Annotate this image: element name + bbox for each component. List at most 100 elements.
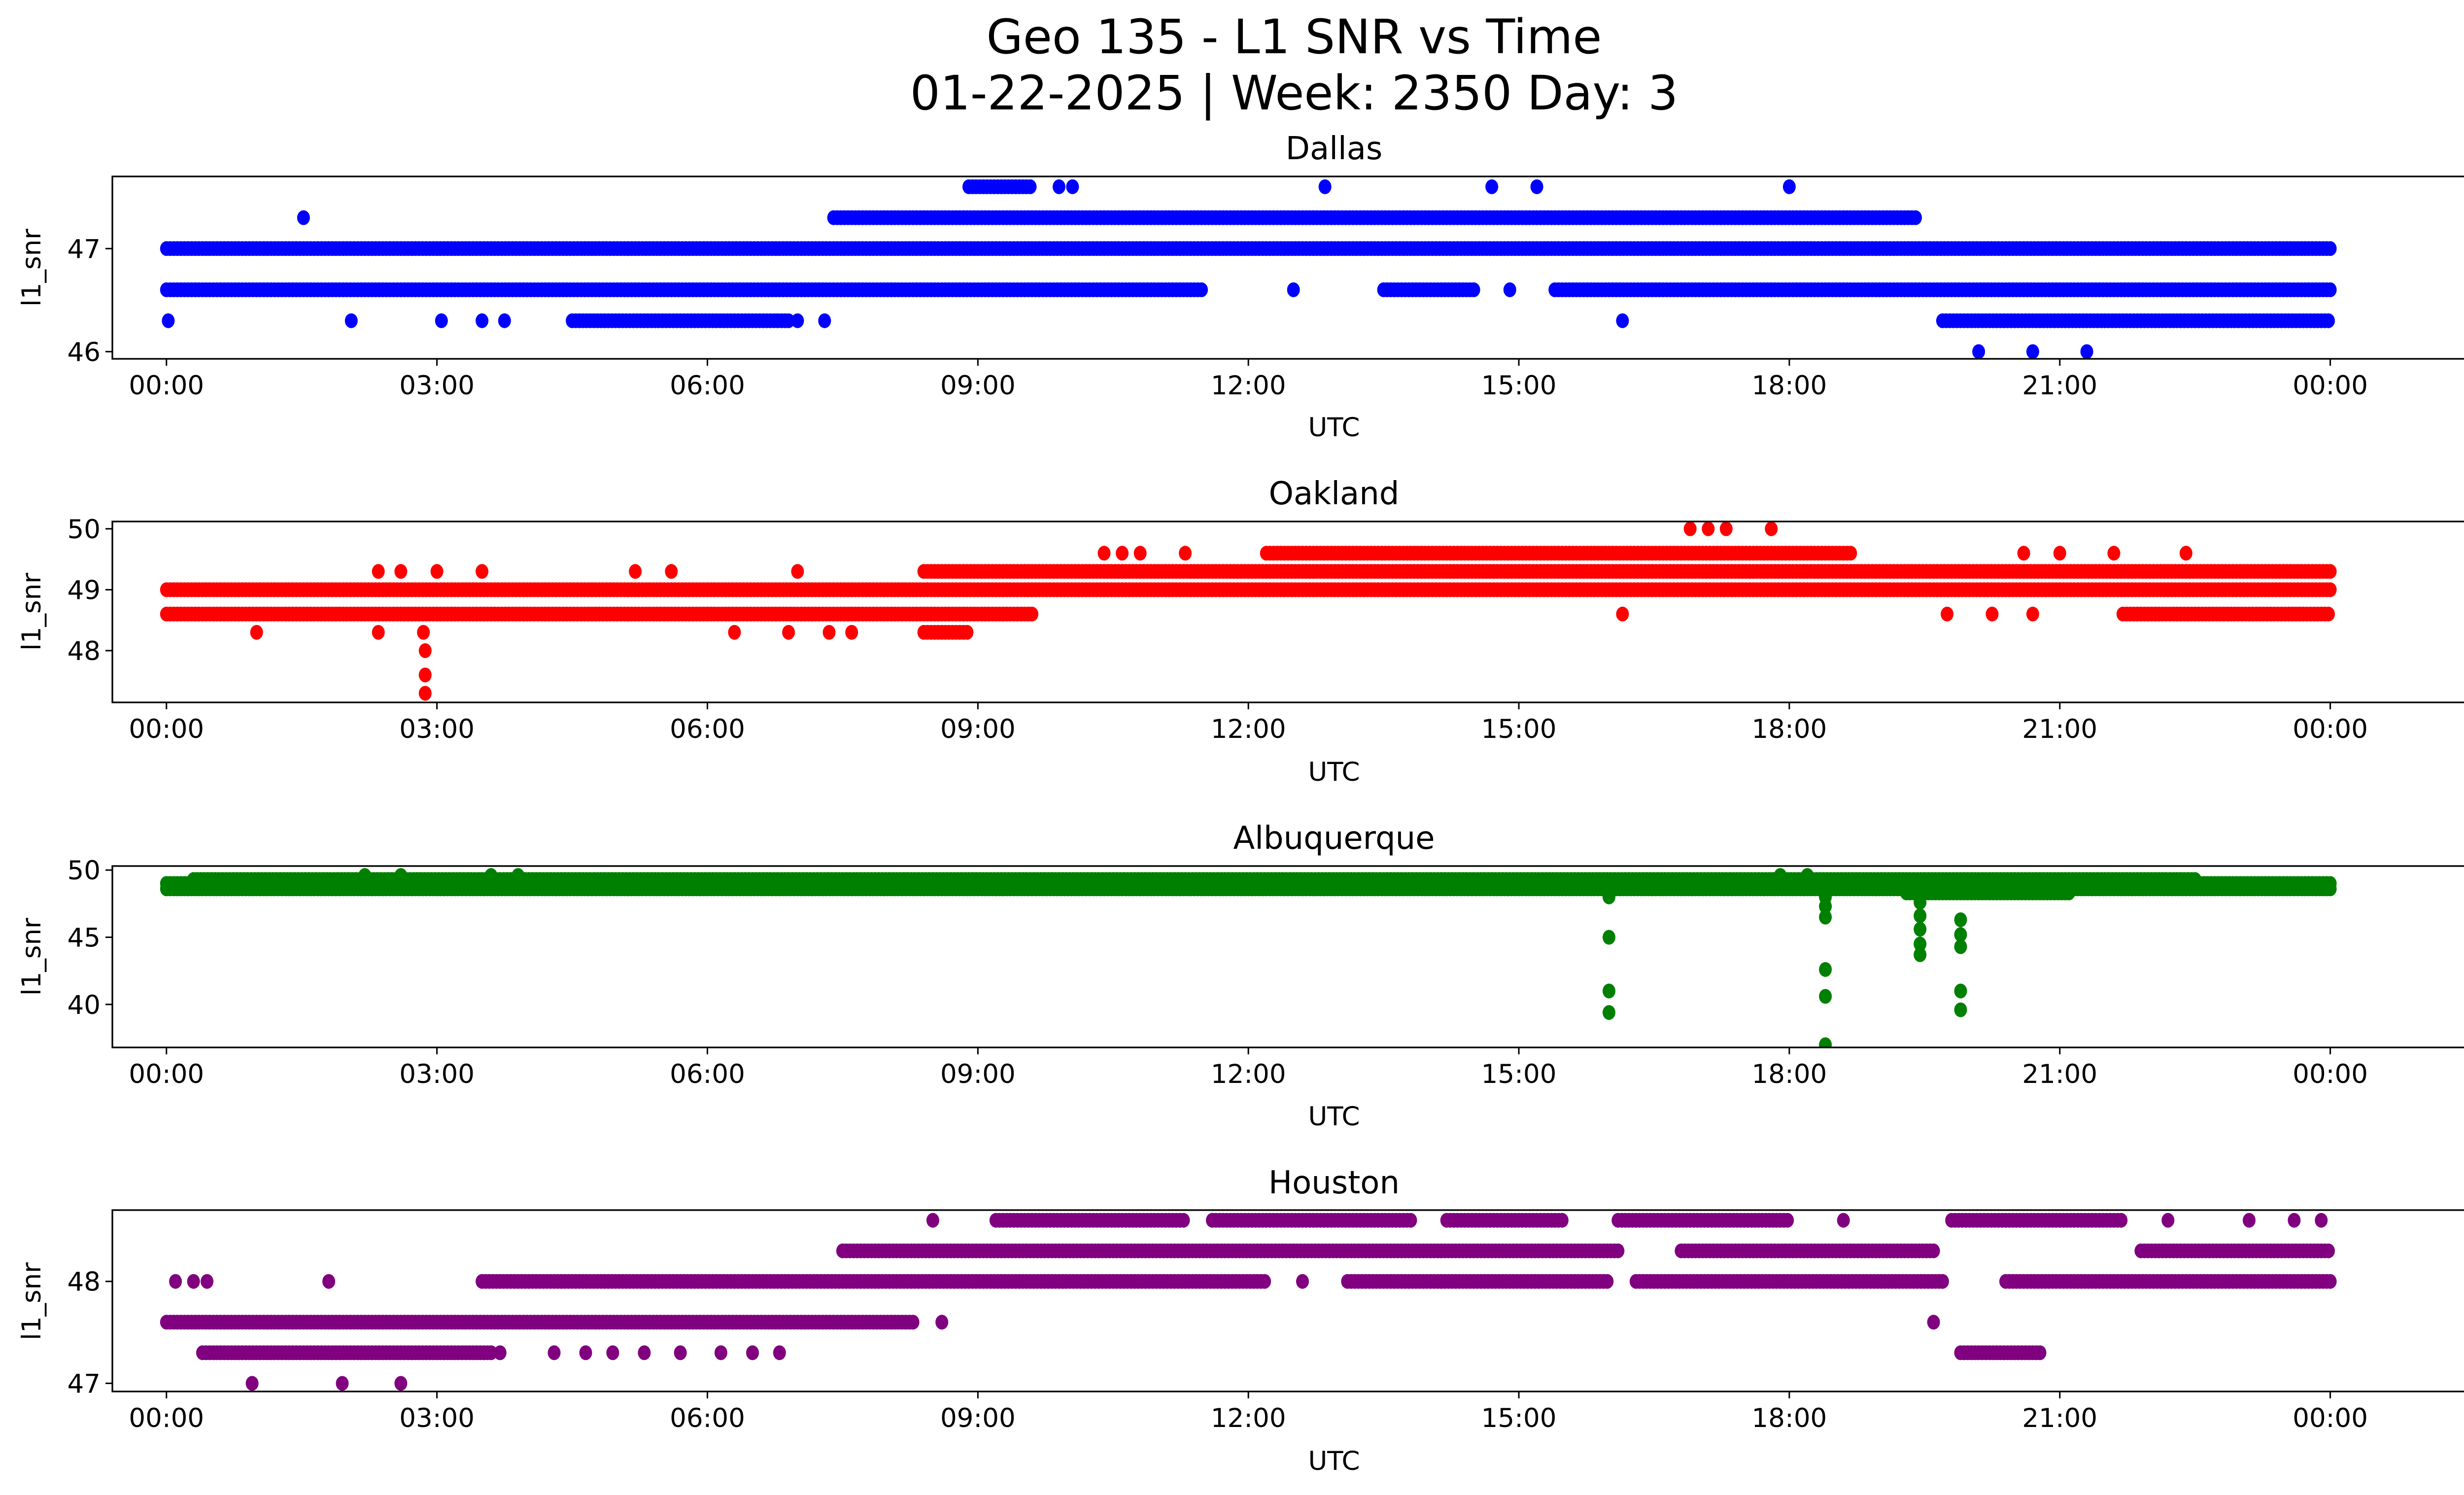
data-point [1683,522,1697,536]
data-point [394,564,408,579]
x-tick-label: 18:00 [1752,371,1827,401]
data-point [417,625,430,640]
axes-frame: 00:00 03:00 06:00 09:00 12:00 15:00 18:00 21:00… [68,515,2464,744]
data-point [845,625,858,640]
data-point [344,313,358,328]
data-point [1985,606,1999,622]
data-point [791,313,804,328]
data-point [1782,179,1796,194]
data-point [629,564,642,579]
data-point [2324,282,2337,297]
x-tick-label: 09:00 [940,714,1016,744]
data-point [297,210,310,225]
axes-frame-rect [111,175,2464,360]
axes-frame-rect [111,521,2464,703]
data-point [665,564,678,579]
scatter-marks [160,179,2337,359]
data-point [418,643,432,658]
data-point [728,625,741,640]
data-point [1616,313,1629,328]
data-point [1616,606,1629,622]
data-point [1024,179,1037,194]
data-point [1287,282,1300,297]
data-point [1909,210,1922,225]
data-point [498,313,511,328]
data-point [1844,546,1857,561]
chart-subtitle: 01-22-2025 | Week: 2350 Day: 3 [910,66,1678,121]
data-point [372,564,385,579]
data-point [372,625,385,640]
x-tick-label: 00:00 [2293,371,2368,401]
data-point [1719,522,1733,536]
data-point [1702,522,1715,536]
data-point [250,625,263,640]
x-tick-label: 12:00 [1211,714,1286,744]
data-point [1941,606,1954,622]
data-point [960,625,974,640]
data-point [1195,282,1208,297]
x-axis-label: UTC [1308,757,1360,787]
axes-frame: 00:00 03:00 06:00 09:00 12:00 15:00 18:00 21:00… [68,175,2464,401]
data-point [2324,241,2337,256]
data-point [1530,179,1543,194]
data-point [476,313,489,328]
data-point [1026,606,1039,622]
data-point [1097,546,1111,561]
data-point [1179,546,1192,561]
x-tick-label: 00:00 [129,371,204,401]
y-axis-label: l1_snr [17,573,47,651]
x-tick-label: 03:00 [399,371,475,401]
y-tick-label: 49 [68,575,101,605]
data-point [1053,179,1065,194]
data-point [818,313,831,328]
x-tick-label: 18:00 [1752,714,1827,744]
data-point [1467,282,1480,297]
subplot-albuquerque: Albuquerque 00:00 03:00 06:00 09:00 12:00 15:… [17,820,2464,1132]
data-point [2107,546,2121,561]
data-point [430,564,444,579]
subplot-dallas: Dallas 00:00 03:00 06:00 09:00 12:00 15:00 18:… [17,131,2464,443]
x-tick-label: 09:00 [940,371,1016,401]
data-point [476,564,489,579]
data-point [1116,546,1129,561]
data-point [791,564,804,579]
y-tick-label: 50 [68,515,101,545]
data-point [2026,606,2039,622]
y-tick-label: 46 [68,337,101,367]
subplot-title: Oakland [1269,476,1400,512]
data-point [418,667,432,683]
x-tick-label: 00:00 [129,714,204,744]
data-point [1133,546,1147,561]
subplot-oakland: Oakland 00:00 03:00 06:00 09:00 12:00 15:00 18… [17,476,2464,787]
data-point [1318,179,1332,194]
data-point [162,313,175,328]
x-tick-label: 06:00 [670,714,745,744]
x-tick-label: 21:00 [2022,371,2097,401]
data-point [782,625,795,640]
data-point [2322,606,2335,622]
x-tick-label: 00:00 [2293,714,2368,744]
subplot-title: Albuquerque [1233,820,1435,857]
data-point [2080,344,2093,359]
data-point [435,313,448,328]
x-tick-label: 15:00 [1481,371,1557,401]
data-point [2324,881,2337,897]
data-point [418,686,432,701]
x-axis-label: UTC [1308,413,1360,443]
data-point [2026,344,2039,359]
data-point [2053,546,2066,561]
chart-title: Geo 135 - L1 SNR vs Time [987,9,1602,65]
data-point [2017,546,2030,561]
data-point [2324,564,2337,579]
y-axis-label: l1_snr [17,229,47,307]
data-point [782,313,795,328]
subplot-title: Dallas [1286,131,1383,167]
data-point [1485,179,1499,194]
scatter-marks [160,868,2337,1047]
data-point [1972,344,1985,359]
scatter-marks [160,522,2337,701]
x-tick-label: 15:00 [1481,714,1557,744]
data-point [822,625,836,640]
y-tick-label: 47 [68,234,101,264]
